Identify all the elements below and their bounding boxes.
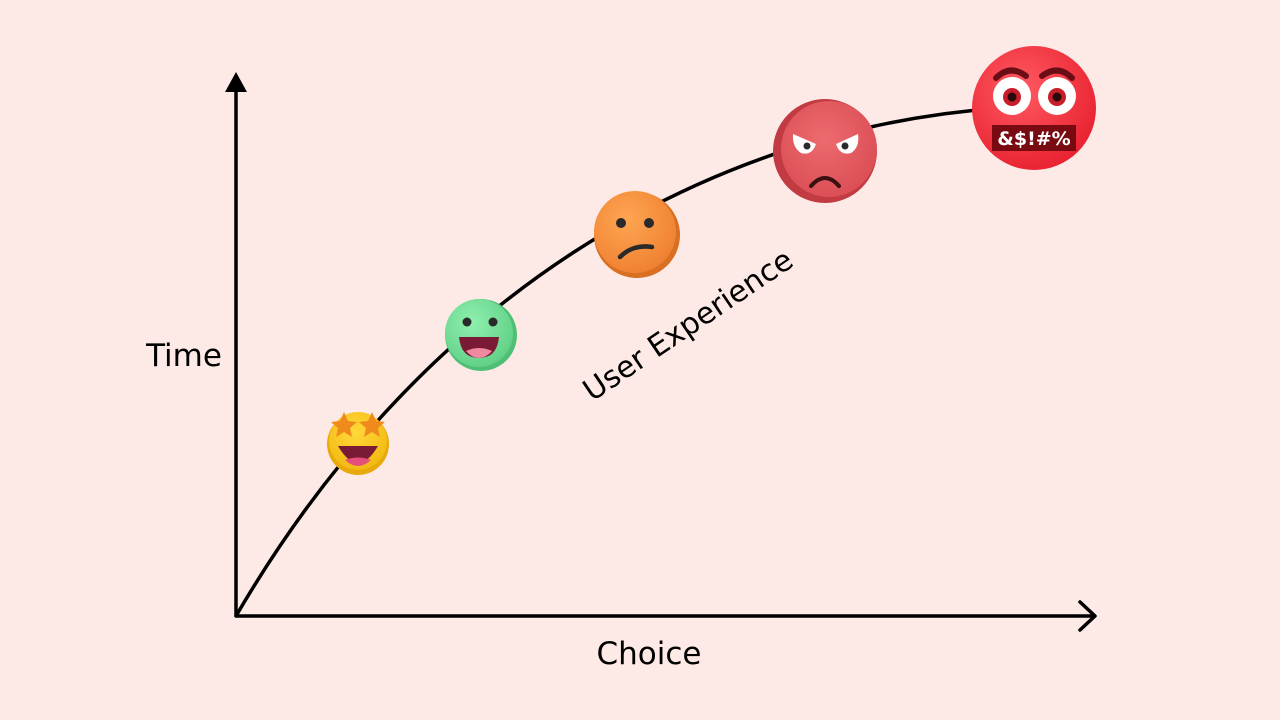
cursing-emoji-icon: &$!#% [972, 46, 1096, 170]
x-axis-arrowhead [1078, 600, 1097, 632]
y-axis-arrowhead [225, 72, 247, 92]
grinning-emoji-icon [445, 299, 517, 371]
confused-emoji-icon [594, 191, 680, 278]
y-axis-label: Time [145, 338, 222, 374]
axes [225, 72, 1097, 632]
cursing-symbols: &$!#% [997, 128, 1070, 150]
star-struck-emoji-icon [327, 412, 389, 475]
angry-emoji-icon [773, 99, 877, 203]
x-axis-label: Choice [597, 636, 702, 672]
